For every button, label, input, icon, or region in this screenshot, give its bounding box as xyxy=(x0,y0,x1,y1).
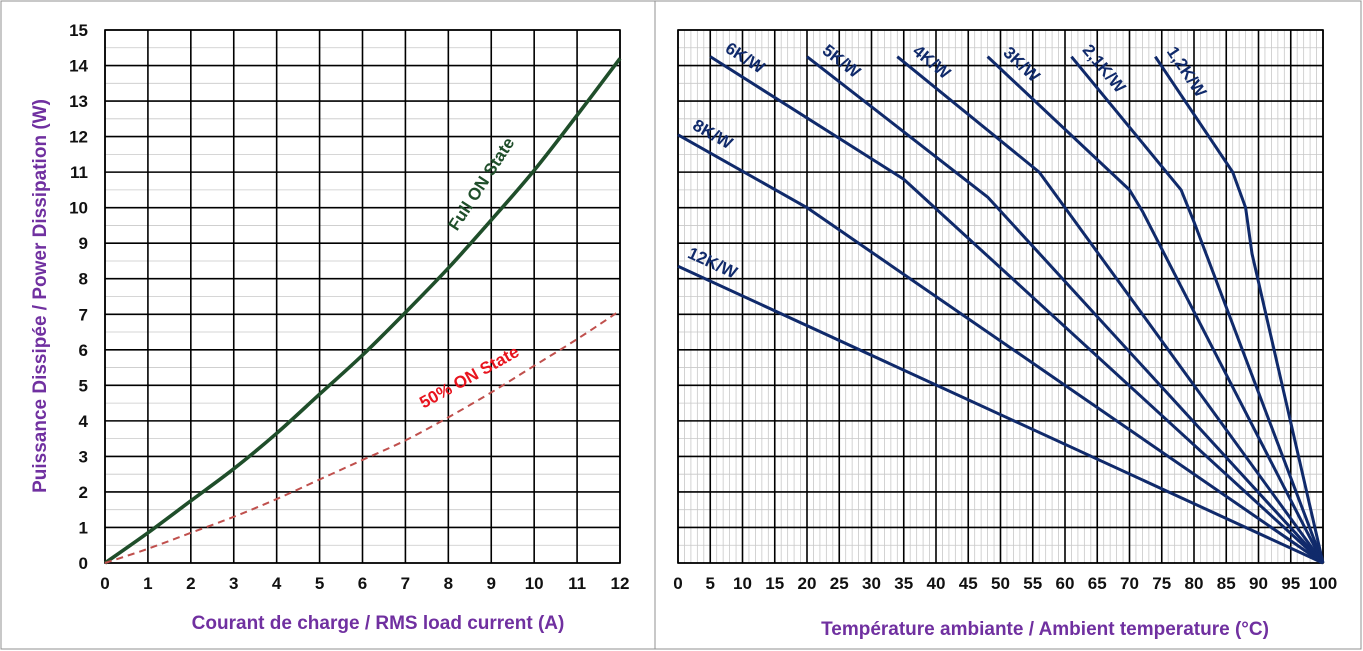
left-x-tick-label: 8 xyxy=(444,574,453,593)
left-x-tick-label: 2 xyxy=(186,574,195,593)
power-vs-temperature-chart: 0 5 10 15 20 25 30 35 40 45 50 55 60 65 70 75 80 85 90 95 10… xyxy=(673,29,1337,640)
left-x-tick-label: 12 xyxy=(611,574,630,593)
left-y-tick-label: 9 xyxy=(79,234,88,253)
series-6k-w xyxy=(709,55,1325,565)
right-x-tick-label: 100 xyxy=(1309,574,1337,593)
right-x-tick-label: 90 xyxy=(1249,574,1268,593)
series-label-full-on: Full ON State xyxy=(444,134,518,234)
series-2-1k-w xyxy=(1070,55,1325,564)
right-x-axis-title: Température ambiante / Ambient temperatu… xyxy=(821,619,1269,640)
right-x-tick-label: 0 xyxy=(673,574,682,593)
right-plot-border xyxy=(677,29,1324,564)
left-y-tick-label: 0 xyxy=(79,554,88,573)
left-y-tick-label: 2 xyxy=(79,483,88,502)
left-x-tick-label: 10 xyxy=(525,574,544,593)
left-x-tick-label: 9 xyxy=(487,574,496,593)
series-50-on-state xyxy=(104,309,621,564)
series-label-50-on: 50% ON State xyxy=(416,342,522,412)
right-plot-frame xyxy=(677,29,1324,564)
right-x-tick-label: 50 xyxy=(991,574,1010,593)
series-3k-w xyxy=(986,55,1325,564)
series-label-2-1k-w: 2,1K/W xyxy=(1079,41,1130,98)
right-x-tick-label: 55 xyxy=(1023,574,1042,593)
left-plot-border xyxy=(104,29,621,564)
right-major-grid xyxy=(677,29,1324,564)
right-x-tick-labels: 0 5 10 15 20 25 30 35 40 45 50 55 60 65 70 75 80 85 90 95 10… xyxy=(673,574,1337,593)
left-x-tick-label: 11 xyxy=(568,574,586,593)
series-4k-w xyxy=(896,55,1325,564)
right-series-labels: 12K/W8K/W6K/W 5K/W 4K/W 3K/W 2,1K/W 1,2K/W xyxy=(685,39,1211,283)
left-y-tick-label: 13 xyxy=(69,92,88,111)
right-x-tick-label: 20 xyxy=(798,574,817,593)
left-y-tick-label: 11 xyxy=(70,163,88,182)
left-x-tick-label: 7 xyxy=(401,574,410,593)
left-y-axis-title: Puissance Dissipée / Power Dissipation (… xyxy=(30,99,51,493)
right-x-tick-label: 75 xyxy=(1152,574,1171,593)
right-minor-grid xyxy=(678,30,1323,563)
right-x-tick-label: 70 xyxy=(1120,574,1139,593)
right-x-tick-label: 85 xyxy=(1217,574,1236,593)
right-x-tick-label: 5 xyxy=(706,574,715,593)
left-panel-border xyxy=(0,0,656,650)
right-panel-border xyxy=(654,0,1362,650)
left-series-group xyxy=(103,57,622,565)
left-x-tick-label: 1 xyxy=(143,574,152,593)
right-series-group xyxy=(677,55,1325,565)
series-label-5k-w: 5K/W xyxy=(819,41,865,83)
left-x-tick-labels: 0 1 2 3 4 5 6 7 8 9 10 11 12 xyxy=(100,574,629,593)
right-x-tick-label: 80 xyxy=(1185,574,1204,593)
series-12k-w xyxy=(677,264,1324,565)
left-y-tick-label: 8 xyxy=(79,270,88,289)
left-x-axis-title: Courant de charge / RMS load current (A) xyxy=(192,613,565,634)
left-x-tick-label: 3 xyxy=(229,574,238,593)
left-y-tick-label: 3 xyxy=(79,447,88,466)
left-x-tick-label: 4 xyxy=(272,574,282,593)
right-x-tick-label: 65 xyxy=(1088,574,1107,593)
left-x-tick-label: 0 xyxy=(100,574,109,593)
left-y-tick-label: 1 xyxy=(79,518,88,537)
left-y-tick-label: 12 xyxy=(69,128,88,147)
series-full-on-state xyxy=(103,57,622,565)
left-x-tick-label: 6 xyxy=(358,574,367,593)
right-x-tick-label: 60 xyxy=(1056,574,1075,593)
right-x-tick-label: 95 xyxy=(1281,574,1300,593)
left-y-tick-label: 5 xyxy=(79,376,88,395)
series-8k-w xyxy=(677,133,1324,565)
left-y-tick-label: 15 xyxy=(69,21,88,40)
left-y-tick-label: 4 xyxy=(79,412,89,431)
series-1-2k-w xyxy=(1154,55,1325,564)
right-x-tick-label: 45 xyxy=(959,574,978,593)
series-label-12k-w: 12K/W xyxy=(685,243,741,282)
left-x-tick-label: 5 xyxy=(315,574,324,593)
left-y-tick-label: 14 xyxy=(69,57,88,76)
series-5k-w xyxy=(806,55,1325,565)
right-x-tick-label: 10 xyxy=(733,574,752,593)
right-x-tick-label: 25 xyxy=(830,574,849,593)
left-plot-frame xyxy=(104,29,621,564)
left-y-tick-label: 10 xyxy=(69,199,88,218)
right-x-tick-label: 35 xyxy=(894,574,913,593)
right-x-tick-label: 15 xyxy=(765,574,784,593)
series-label-1-2k-w: 1,2K/W xyxy=(1163,43,1211,101)
right-x-tick-label: 40 xyxy=(927,574,946,593)
left-y-tick-label: 6 xyxy=(79,341,88,360)
left-y-tick-label: 7 xyxy=(79,305,88,324)
right-x-tick-label: 30 xyxy=(862,574,881,593)
